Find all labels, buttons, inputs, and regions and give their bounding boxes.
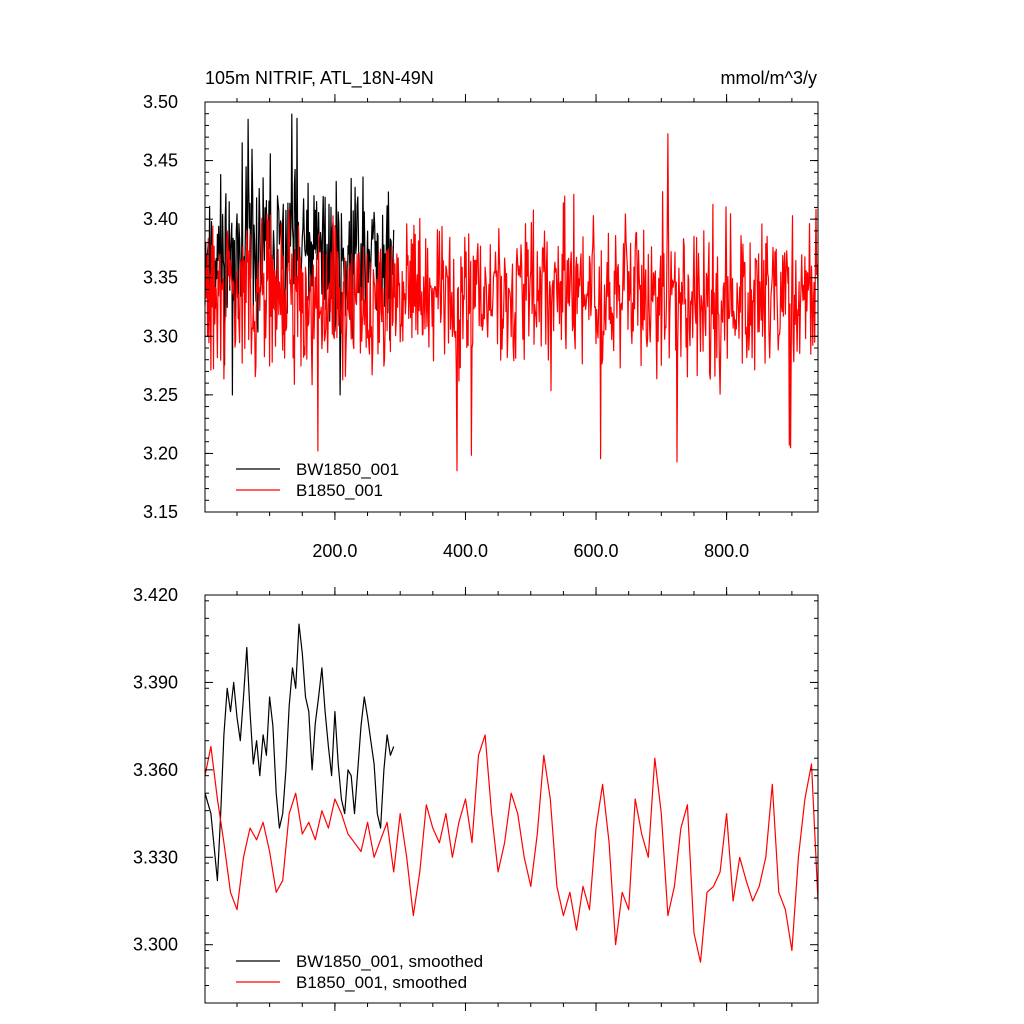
top-xtick-label: 600.0: [574, 541, 619, 561]
bottom-panel: 3.300 3.330 3.360 3.390 3.420 BW1850_001, sm…: [133, 585, 819, 1011]
bottom-series-line-0: [204, 623, 395, 882]
top-ticks: 3.15 3.20 3.25 3.30 3.35 3.40 3.45 3.50 200.0 400…: [143, 92, 818, 561]
top-legend: BW1850_001 B1850_001: [236, 460, 399, 500]
bottom-legend: BW1850_001, smoothed B1850_001, smoothed: [236, 952, 483, 992]
bottom-legend-label-bw: BW1850_001, smoothed: [296, 952, 483, 971]
top-ytick-label: 3.35: [143, 268, 178, 288]
bottom-series-line-1: [204, 734, 819, 963]
bottom-ytick-label: 3.300: [133, 935, 178, 955]
top-series-line-1: [204, 133, 819, 472]
top-ytick-label: 3.25: [143, 385, 178, 405]
top-xtick-label: 800.0: [704, 541, 749, 561]
top-legend-label-b: B1850_001: [296, 481, 383, 500]
bottom-ytick-label: 3.420: [133, 585, 178, 605]
bottom-ytick-label: 3.330: [133, 847, 178, 867]
top-legend-label-bw: BW1850_001: [296, 460, 399, 479]
units-label: mmol/m^3/y: [721, 68, 817, 88]
top-plot-area: [204, 113, 819, 472]
top-panel: 3.15 3.20 3.25 3.30 3.35 3.40 3.45 3.50 200.0 400…: [143, 92, 819, 561]
top-xtick-label: 400.0: [443, 541, 488, 561]
top-xtick-label: 200.0: [312, 541, 357, 561]
bottom-ticks: 3.300 3.330 3.360 3.390 3.420: [133, 585, 818, 1011]
top-ytick-label: 3.30: [143, 326, 178, 346]
top-ytick-label: 3.45: [143, 151, 178, 171]
bottom-ytick-label: 3.360: [133, 760, 178, 780]
bottom-ytick-label: 3.390: [133, 672, 178, 692]
top-ytick-label: 3.15: [143, 502, 178, 522]
bottom-plot-frame: [204, 594, 819, 1004]
top-plot-frame: [204, 101, 819, 513]
bottom-legend-label-b: B1850_001, smoothed: [296, 973, 467, 992]
bottom-plot-area: [204, 623, 819, 963]
top-ytick-label: 3.20: [143, 443, 178, 463]
top-ytick-label: 3.40: [143, 209, 178, 229]
chart-title: 105m NITRIF, ATL_18N-49N: [205, 68, 434, 89]
top-ytick-label: 3.50: [143, 92, 178, 112]
